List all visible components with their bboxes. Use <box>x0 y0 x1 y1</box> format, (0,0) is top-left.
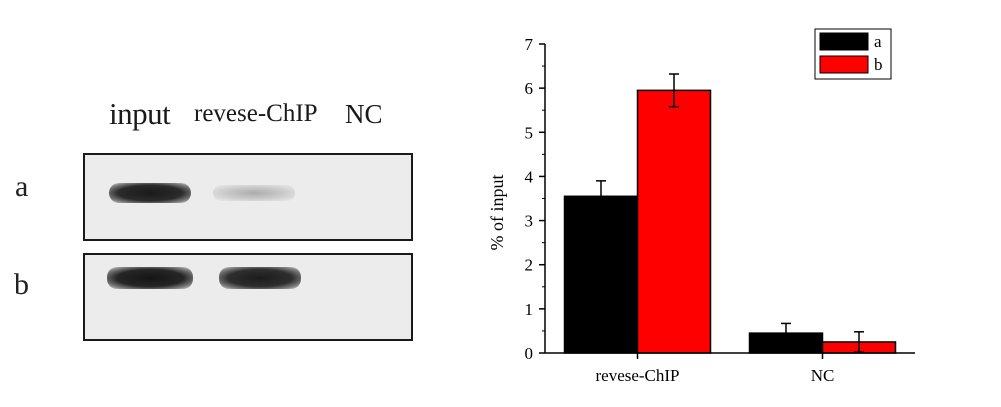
y-tick-label-0: 0 <box>525 344 534 363</box>
band-a-input <box>109 183 191 203</box>
legend: a b <box>814 28 892 80</box>
gel-header-revese-chip: revese-ChIP <box>194 100 318 127</box>
legend-swatch-a <box>819 32 869 51</box>
legend-swatch-b <box>819 55 869 74</box>
legend-label-a: a <box>874 32 882 51</box>
gel-strip-a <box>83 153 413 241</box>
bar-chart: 0 1 2 3 4 5 6 7 revese-ChIP NC % of input a b <box>487 28 915 385</box>
gel-header-nc: NC <box>345 99 383 129</box>
x-tick-label-0: revese-ChIP <box>595 366 679 385</box>
y-axis-title: % of input <box>487 175 507 251</box>
bar-a-0 <box>563 195 639 354</box>
legend-label-b: b <box>874 55 883 74</box>
y-tick-label-6: 6 <box>525 79 534 98</box>
bar-b-0 <box>636 89 712 354</box>
y-tick-label-1: 1 <box>525 300 534 319</box>
band-a-revese-chip <box>213 185 295 201</box>
gel-row-label-a: a <box>15 170 29 203</box>
gel-strip-b <box>83 253 413 341</box>
y-tick-label-3: 3 <box>525 212 534 231</box>
gel-row-label-b: b <box>14 268 29 301</box>
y-tick-label-2: 2 <box>525 256 534 275</box>
band-b-revese-chip <box>219 267 301 289</box>
x-tick-label-1: NC <box>811 366 835 385</box>
band-b-input <box>107 267 193 289</box>
y-tick-label-5: 5 <box>525 123 534 142</box>
y-tick-label-4: 4 <box>525 167 534 186</box>
gel-header-input: input <box>109 96 171 131</box>
y-tick-label-7: 7 <box>525 35 534 54</box>
